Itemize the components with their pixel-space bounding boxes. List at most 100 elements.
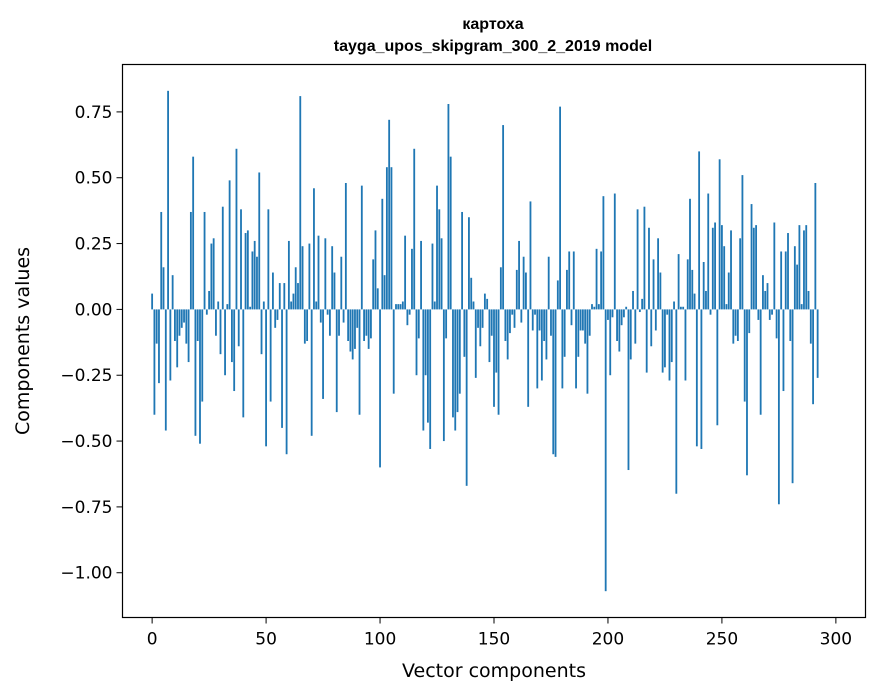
bar	[591, 304, 593, 310]
bar	[390, 167, 393, 310]
bar	[178, 309, 181, 336]
bar	[317, 235, 320, 310]
bar	[406, 309, 409, 326]
bar	[782, 309, 785, 392]
bar	[242, 309, 245, 418]
chart-title: картоха	[462, 16, 523, 33]
bar	[246, 230, 249, 310]
bar	[342, 309, 345, 323]
bar	[449, 156, 452, 310]
bar	[540, 309, 543, 381]
bar	[607, 309, 609, 320]
bar	[789, 309, 792, 341]
bar	[796, 264, 799, 310]
bar	[636, 209, 639, 310]
bar	[814, 183, 817, 310]
bar	[167, 90, 169, 310]
bar	[374, 230, 377, 310]
bar	[411, 248, 413, 310]
bar	[529, 201, 532, 310]
bar	[376, 288, 379, 310]
bar	[331, 246, 334, 310]
bar	[716, 309, 719, 426]
bar	[675, 309, 678, 494]
bar	[552, 309, 555, 455]
bar	[447, 104, 450, 310]
bar	[493, 309, 495, 407]
bar	[468, 217, 470, 310]
bar	[572, 251, 575, 310]
bar	[800, 304, 803, 310]
bar	[643, 206, 646, 310]
bar	[504, 309, 507, 341]
bar	[285, 309, 288, 455]
bar	[262, 301, 265, 310]
bar	[281, 309, 283, 428]
bar	[556, 280, 559, 310]
bar	[775, 309, 778, 339]
bar	[520, 309, 523, 323]
bar	[650, 309, 653, 347]
bar	[777, 309, 780, 505]
bar	[278, 283, 281, 310]
y-tick-label: 0.50	[75, 169, 113, 189]
bar	[265, 309, 267, 447]
bar	[657, 238, 660, 310]
bar	[183, 309, 185, 323]
bar	[768, 309, 771, 320]
bar	[233, 309, 236, 392]
bar	[534, 309, 536, 315]
bar	[632, 290, 634, 310]
bar	[180, 309, 183, 328]
bar	[659, 272, 662, 310]
bar	[793, 246, 796, 310]
x-tick-label: 150	[478, 630, 510, 650]
bar	[269, 309, 272, 402]
bar	[187, 309, 190, 363]
y-tick-label: 0.25	[75, 235, 113, 255]
bar	[397, 304, 400, 310]
bar	[420, 240, 422, 310]
bar	[440, 238, 443, 310]
bar	[689, 198, 691, 310]
bar	[452, 309, 454, 418]
bar	[513, 309, 516, 328]
bar	[771, 309, 773, 315]
bar	[791, 309, 794, 484]
bar	[224, 309, 226, 376]
bar	[306, 309, 309, 341]
bar	[221, 206, 224, 310]
bar	[283, 283, 286, 310]
bar	[324, 238, 327, 310]
bar	[691, 269, 694, 310]
bar	[422, 309, 425, 431]
bar	[709, 309, 712, 315]
bar	[700, 309, 703, 449]
x-tick-label: 50	[255, 630, 277, 650]
bar	[347, 309, 350, 341]
bar	[160, 211, 163, 310]
bar	[490, 309, 493, 336]
bar	[702, 262, 705, 310]
bar	[438, 209, 441, 310]
bar	[502, 125, 505, 310]
bar	[253, 240, 256, 310]
bar	[458, 309, 461, 394]
bar	[554, 309, 557, 457]
bar	[456, 309, 459, 413]
bar	[201, 309, 204, 402]
bar	[267, 209, 270, 310]
bar	[736, 309, 739, 341]
y-axis-label: Components values	[12, 247, 34, 435]
bar	[787, 233, 789, 310]
x-axis-label: Vector components	[402, 660, 586, 682]
bar	[714, 222, 716, 310]
bar	[654, 309, 657, 331]
bar	[759, 309, 762, 415]
bar	[666, 309, 669, 315]
bar	[693, 293, 696, 310]
bar	[381, 198, 384, 310]
y-tick-label: −0.50	[60, 432, 112, 452]
bar	[322, 309, 324, 399]
